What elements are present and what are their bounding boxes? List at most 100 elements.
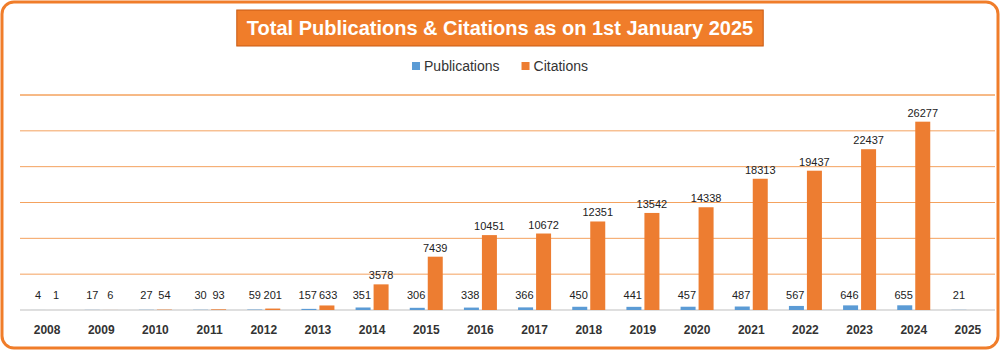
grid-line: [20, 238, 995, 239]
bar: [85, 309, 100, 310]
bar: [681, 307, 696, 310]
data-label: 10672: [528, 219, 559, 231]
data-label: 14338: [691, 192, 722, 204]
bar: [644, 213, 659, 310]
grid-line: [20, 202, 995, 203]
legend-swatch: [412, 62, 420, 70]
data-label: 17: [86, 289, 98, 301]
data-label: 457: [678, 289, 696, 301]
bar: [247, 309, 262, 310]
grid-line: [20, 95, 995, 96]
data-label: 93: [212, 289, 224, 301]
bar: [139, 309, 154, 310]
x-tick-label: 2010: [142, 323, 169, 337]
title: Total Publications & Citations as on 1st…: [247, 17, 753, 39]
x-tick-label: 2015: [413, 323, 440, 337]
grid-line: [20, 274, 995, 275]
chart: 4117627543093592011576333513578306743933…: [0, 0, 1000, 350]
bar: [301, 309, 316, 310]
x-tick-label: 2013: [305, 323, 332, 337]
x-tick-label: 2024: [900, 323, 927, 337]
bar: [897, 305, 912, 310]
x-tick-label: 2014: [359, 323, 386, 337]
bar: [49, 309, 64, 310]
bar: [915, 122, 930, 310]
data-label: 157: [299, 289, 317, 301]
x-tick-label: 2009: [88, 323, 115, 337]
bar: [735, 307, 750, 310]
data-label: 306: [407, 289, 425, 301]
data-label: 487: [732, 289, 750, 301]
x-tick-label: 2016: [467, 323, 494, 337]
data-label: 633: [319, 289, 337, 301]
data-label: 12351: [582, 206, 613, 218]
legend-label: Citations: [534, 58, 588, 74]
x-tick-label: 2018: [575, 323, 602, 337]
data-label: 18313: [745, 164, 776, 176]
bar: [572, 307, 587, 310]
data-label: 13542: [637, 198, 668, 210]
bar: [319, 305, 334, 310]
bar: [482, 235, 497, 310]
x-tick-label: 2020: [684, 323, 711, 337]
bar: [699, 207, 714, 310]
legend: Publications Citations: [412, 58, 588, 74]
title-box: Total Publications & Citations as on 1st…: [237, 10, 763, 46]
x-tick-label: 2008: [34, 323, 61, 337]
data-label: 646: [840, 289, 858, 301]
x-tick-label: 2012: [250, 323, 277, 337]
bar: [861, 149, 876, 310]
bar: [590, 221, 605, 310]
grid-line: [20, 166, 995, 167]
data-label: 338: [461, 289, 479, 301]
x-tick-label: 2011: [197, 323, 223, 337]
x-tick-label: 2019: [630, 323, 657, 337]
data-labels: 4117627543093592011576333513578306743933…: [35, 107, 965, 301]
data-label: 54: [158, 289, 170, 301]
legend-swatch: [522, 62, 530, 70]
bar: [103, 309, 118, 310]
grid-line: [20, 130, 995, 131]
data-label: 1: [53, 289, 59, 301]
data-label: 26277: [907, 107, 938, 119]
data-label: 27: [140, 289, 152, 301]
bar: [157, 309, 172, 310]
data-label: 351: [353, 289, 371, 301]
data-label: 450: [569, 289, 587, 301]
bar: [211, 309, 226, 310]
data-label: 441: [624, 289, 642, 301]
bar: [410, 308, 425, 310]
data-label: 6: [107, 289, 113, 301]
bar: [464, 308, 479, 310]
data-label: 201: [264, 289, 282, 301]
range-edge: [20, 95, 995, 96]
x-tick-label: 2023: [846, 323, 873, 337]
data-label: 30: [194, 289, 206, 301]
bar: [428, 257, 443, 310]
data-label: 7439: [423, 242, 447, 254]
data-label: 366: [515, 289, 533, 301]
data-label: 10451: [474, 220, 505, 232]
bar: [31, 309, 46, 310]
legend-label: Publications: [424, 58, 500, 74]
data-label: 655: [894, 289, 912, 301]
bar: [265, 309, 280, 310]
bar: [753, 179, 768, 310]
data-label: 22437: [853, 134, 884, 146]
bar: [626, 307, 641, 310]
bar: [807, 171, 822, 310]
x-tick-label: 2021: [738, 323, 765, 337]
bar: [536, 234, 551, 310]
bar: [951, 309, 966, 310]
bar: [843, 305, 858, 310]
data-label: 3578: [369, 269, 393, 281]
data-label: 567: [786, 289, 804, 301]
bar: [789, 306, 804, 310]
data-label: 59: [249, 289, 261, 301]
x-tick-label: 2025: [955, 323, 982, 337]
bar: [518, 307, 533, 310]
bar: [374, 284, 389, 310]
bar: [193, 309, 208, 310]
bars: [31, 122, 967, 310]
data-label: 19437: [799, 156, 830, 168]
